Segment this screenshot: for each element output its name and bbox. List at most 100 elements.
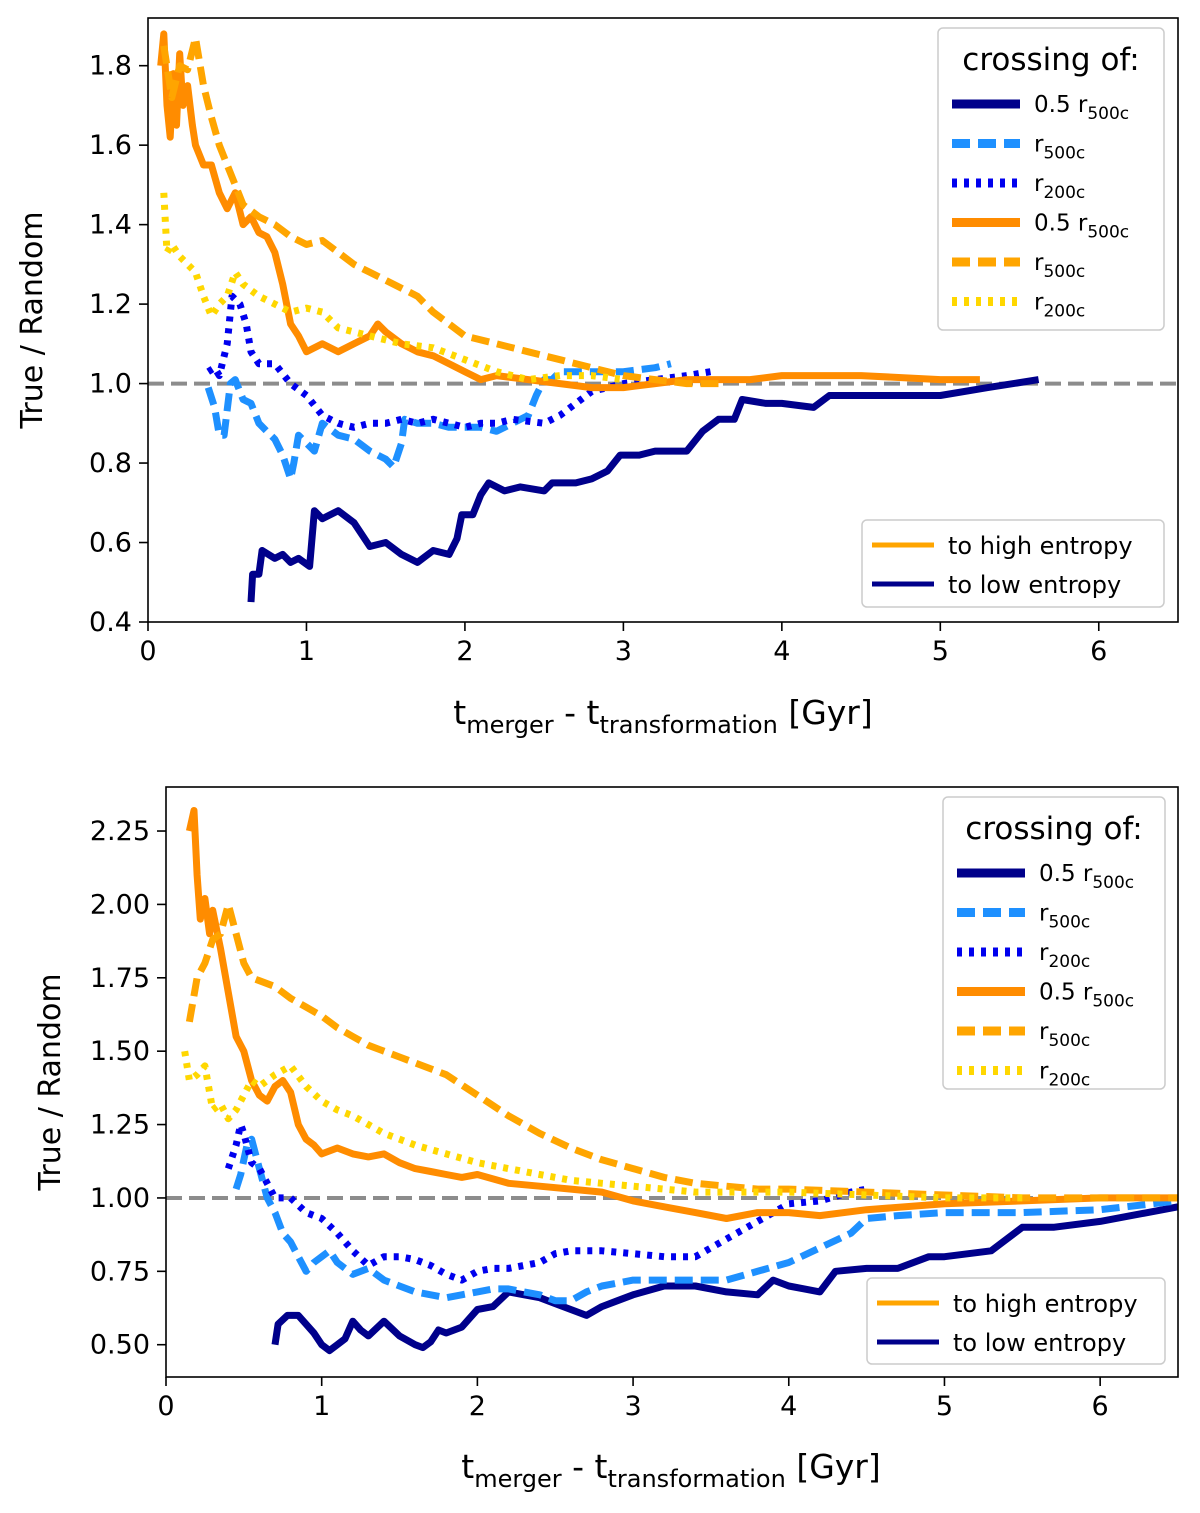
legend-entry-label: to low entropy bbox=[953, 1329, 1126, 1357]
x-axis-label: tmerger - ttransformation [Gyr] bbox=[461, 1447, 881, 1493]
legend-entry-subscript: 500c bbox=[1048, 1031, 1090, 1051]
legend-entry-subscript: 200c bbox=[1048, 952, 1090, 972]
legend-entry-label: r200c bbox=[1034, 290, 1085, 322]
legend-entry-label: 0.5 r500c bbox=[1039, 980, 1134, 1012]
x-tick-label: 0 bbox=[157, 1391, 174, 1422]
legend-box bbox=[866, 1277, 1166, 1365]
legend-entry-base: r bbox=[1039, 1019, 1049, 1045]
legend-entry-label: r200c bbox=[1034, 171, 1085, 203]
legend-entry-label: 0.5 r500c bbox=[1034, 92, 1129, 124]
chart-panel-1: 0 1 2 3 4 5 6 0.4 0.6 0.8 1.0 1.2 1.4 1.6 1.8 True / Ra… bbox=[15, 17, 1179, 739]
series-line-high-r200c bbox=[160, 192, 624, 384]
series-line-low-r500c bbox=[204, 360, 672, 483]
legend-entry-subscript: 200c bbox=[1048, 1071, 1090, 1091]
series-line-low-r500c bbox=[232, 1135, 1178, 1305]
legend-entry-subscript: 500c bbox=[1092, 873, 1134, 893]
x-axis-label-part: - t bbox=[554, 693, 600, 732]
legend-entry-label: r200c bbox=[1039, 940, 1090, 972]
legend-title: crossing of: bbox=[962, 42, 1139, 78]
legend-entry-base: 0.5 r bbox=[1039, 980, 1093, 1006]
legend-entry-subscript: 500c bbox=[1087, 223, 1129, 243]
series-group bbox=[181, 807, 1178, 1355]
y-tick-label: 1.4 bbox=[89, 210, 132, 241]
x-axis-label: tmerger - ttransformation [Gyr] bbox=[453, 693, 873, 739]
x-tick-label: 4 bbox=[780, 1391, 797, 1422]
y-tick-label: 2.25 bbox=[90, 816, 150, 847]
x-tick-label: 0 bbox=[139, 636, 156, 667]
y-tick-label: 1.50 bbox=[90, 1036, 150, 1067]
x-tick-label: 5 bbox=[932, 636, 949, 667]
plot-frame bbox=[165, 786, 1179, 1378]
series-line-low-r200c bbox=[224, 1121, 868, 1284]
x-tick-label: 2 bbox=[456, 636, 473, 667]
x-axis-label-part: t bbox=[453, 693, 466, 732]
legend-entry-subscript: 500c bbox=[1043, 262, 1085, 282]
y-tick-label: 1.0 bbox=[89, 369, 132, 400]
x-tick-label: 3 bbox=[624, 1391, 641, 1422]
legend-entry-base: r bbox=[1034, 290, 1044, 316]
y-tick-label: 1.2 bbox=[89, 289, 132, 320]
x-tick-label: 5 bbox=[936, 1391, 953, 1422]
x-axis-label-subscript: transformation bbox=[607, 1465, 785, 1493]
y-tick-label: 0.6 bbox=[89, 528, 132, 559]
legend-entry-label: 0.5 r500c bbox=[1034, 211, 1129, 243]
legend-entry-label: r500c bbox=[1039, 901, 1090, 933]
series-line-high-0-5-r500c bbox=[185, 807, 1178, 1222]
legend-entry-label: to low entropy bbox=[948, 571, 1121, 599]
series-line-high-0-5-r500c bbox=[157, 30, 980, 392]
x-axis-label-subscript: transformation bbox=[599, 711, 777, 739]
series-line-low-r200c bbox=[206, 292, 712, 431]
legend-entry-label: 0.5 r500c bbox=[1039, 861, 1134, 893]
x-axis-label-subscript: merger bbox=[466, 711, 554, 739]
legend-entry-label: to high entropy bbox=[953, 1290, 1138, 1318]
series-line-high-r500c bbox=[160, 34, 719, 388]
y-tick-label: 1.25 bbox=[90, 1110, 150, 1141]
x-tick-label: 1 bbox=[313, 1391, 330, 1422]
legend-entry-subscript: 500c bbox=[1043, 144, 1085, 164]
legend-entry-subscript: 500c bbox=[1087, 104, 1129, 124]
series-line-low-0-5-r500c bbox=[247, 376, 1040, 603]
legend-direction: to high entropy to low entropy bbox=[861, 519, 1165, 608]
legend-entry-base: r bbox=[1039, 901, 1049, 927]
legend-entry-base: r bbox=[1034, 171, 1044, 197]
legend-entry-subscript: 200c bbox=[1043, 183, 1085, 203]
y-tick-label: 1.75 bbox=[90, 963, 150, 994]
legend-entry-base: 0.5 r bbox=[1039, 861, 1093, 887]
y-tick-label: 2.00 bbox=[90, 889, 150, 920]
x-axis-label-part: [Gyr] bbox=[778, 693, 873, 732]
y-tick-label: 0.8 bbox=[89, 448, 132, 479]
legend-box bbox=[861, 519, 1165, 608]
series-line-high-r200c bbox=[181, 1050, 1023, 1202]
legend-title: crossing of: bbox=[965, 811, 1142, 847]
legend-entry-base: r bbox=[1034, 132, 1044, 158]
legend-entry-base: 0.5 r bbox=[1034, 92, 1088, 118]
series-group bbox=[157, 30, 1040, 603]
y-tick-label: 1.8 bbox=[89, 51, 132, 82]
legend-entry-subscript: 200c bbox=[1043, 302, 1085, 322]
legend-entry-label: r500c bbox=[1039, 1019, 1090, 1051]
x-tick-label: 1 bbox=[298, 636, 315, 667]
y-axis-label: True / Random bbox=[15, 211, 50, 429]
x-tick-label: 2 bbox=[469, 1391, 486, 1422]
legend-entry-subscript: 500c bbox=[1048, 913, 1090, 933]
x-tick-label: 6 bbox=[1092, 1391, 1109, 1422]
legend-entry-label: r500c bbox=[1034, 132, 1085, 164]
y-tick-label: 0.50 bbox=[90, 1330, 150, 1361]
legend-entry-base: r bbox=[1034, 250, 1044, 276]
y-tick-label: 0.4 bbox=[89, 607, 132, 638]
x-tick-label: 4 bbox=[773, 636, 790, 667]
legend-entry-base: 0.5 r bbox=[1034, 211, 1088, 237]
y-tick-label: 1.6 bbox=[89, 130, 132, 161]
legend-entry-label: to high entropy bbox=[948, 532, 1133, 560]
y-axis-label: True / Random bbox=[33, 973, 68, 1191]
x-axis-label-part: t bbox=[461, 1447, 474, 1486]
legend-direction: to high entropy to low entropy bbox=[866, 1277, 1166, 1365]
legend-entry-label: r500c bbox=[1034, 250, 1085, 282]
plot-frame bbox=[147, 17, 1179, 623]
x-tick-label: 6 bbox=[1090, 636, 1107, 667]
legend-entry-subscript: 500c bbox=[1092, 992, 1134, 1012]
x-tick-label: 3 bbox=[615, 636, 632, 667]
